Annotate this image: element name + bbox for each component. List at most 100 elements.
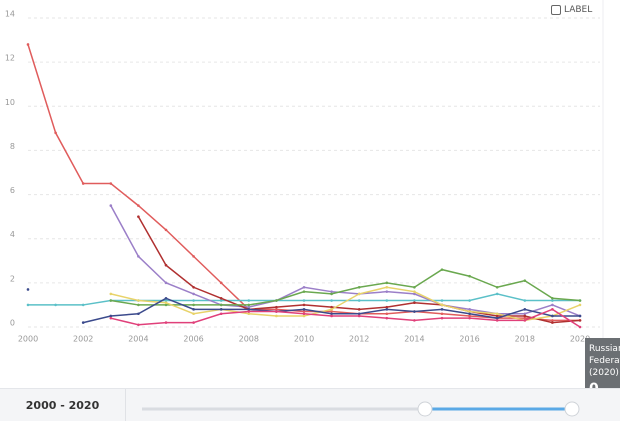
point — [440, 312, 444, 316]
x-tick-label: 2016 — [459, 335, 479, 344]
point — [302, 285, 306, 289]
point — [275, 308, 278, 311]
point — [192, 299, 195, 302]
point — [495, 292, 499, 296]
point — [247, 305, 251, 309]
point — [26, 303, 30, 307]
point — [385, 308, 389, 311]
point — [137, 204, 140, 207]
point — [164, 299, 168, 302]
point — [413, 290, 416, 293]
point — [137, 255, 140, 258]
slider-handle[interactable] — [417, 401, 433, 417]
y-tick-label: 6 — [10, 186, 15, 195]
point — [164, 281, 168, 285]
point — [137, 303, 140, 307]
point — [578, 303, 582, 307]
point — [330, 314, 333, 318]
point — [219, 281, 223, 285]
point — [302, 314, 306, 318]
point — [357, 285, 361, 289]
label-toggle[interactable]: LABEL — [551, 5, 592, 15]
point — [275, 310, 278, 313]
point — [551, 321, 554, 324]
x-tick-label: 2012 — [349, 335, 369, 344]
point — [330, 308, 333, 311]
point — [192, 312, 195, 316]
x-tick-label: 2010 — [294, 335, 314, 344]
x-tick-label: 2008 — [239, 335, 259, 344]
point — [192, 285, 195, 289]
point — [495, 285, 499, 289]
point — [81, 303, 85, 307]
point — [357, 312, 361, 316]
point — [330, 305, 333, 309]
point — [247, 310, 251, 313]
point — [109, 292, 113, 296]
point — [81, 321, 85, 324]
point — [385, 305, 389, 309]
point — [164, 228, 168, 232]
range-label: 2000 - 2020 — [0, 389, 126, 421]
point — [413, 301, 416, 305]
range-slider[interactable] — [0, 389, 620, 421]
point — [413, 319, 416, 322]
footer: 2000 - 2020 — [0, 388, 620, 421]
point — [109, 299, 113, 302]
point — [357, 314, 361, 318]
series-line — [110, 286, 581, 322]
point — [468, 316, 471, 320]
point — [330, 299, 333, 302]
point — [219, 303, 223, 307]
y-tick-label: 8 — [10, 142, 15, 151]
point — [468, 310, 471, 313]
point — [247, 308, 251, 311]
point — [137, 323, 140, 327]
point — [551, 299, 554, 302]
series-line — [110, 268, 581, 306]
point — [385, 299, 389, 302]
x-tick-label: 2020 — [570, 335, 590, 344]
point — [440, 308, 444, 311]
point — [219, 297, 223, 300]
point — [523, 308, 527, 311]
tooltip-name: Russian Federation — [589, 344, 620, 366]
x-tick-label: 2014 — [404, 335, 424, 344]
slider-handle[interactable] — [564, 401, 580, 417]
point — [440, 268, 444, 271]
point — [413, 310, 416, 313]
checkbox[interactable] — [551, 5, 561, 15]
point — [578, 299, 582, 302]
point — [247, 303, 251, 307]
point — [26, 288, 30, 291]
point — [302, 303, 306, 307]
point — [468, 274, 471, 278]
series-line — [110, 205, 581, 317]
point — [54, 303, 57, 307]
point — [523, 299, 527, 302]
point — [137, 312, 140, 316]
point — [137, 215, 140, 218]
point — [164, 301, 168, 305]
point — [247, 299, 251, 302]
y-tick-label: 10 — [5, 98, 15, 107]
point — [219, 312, 223, 316]
point — [109, 182, 113, 185]
point — [551, 314, 554, 318]
point — [468, 314, 471, 318]
point — [302, 310, 306, 313]
point — [551, 297, 554, 300]
point — [385, 281, 389, 285]
point — [302, 290, 306, 293]
point — [468, 308, 471, 311]
point — [192, 255, 195, 258]
y-tick-label: 2 — [10, 274, 15, 283]
point — [523, 314, 527, 318]
point — [385, 312, 389, 316]
point — [219, 308, 223, 311]
point — [578, 325, 582, 329]
point — [523, 279, 527, 282]
tooltip-period: (2020) — [589, 368, 619, 378]
point — [330, 292, 333, 296]
y-tick-label: 4 — [10, 230, 15, 239]
